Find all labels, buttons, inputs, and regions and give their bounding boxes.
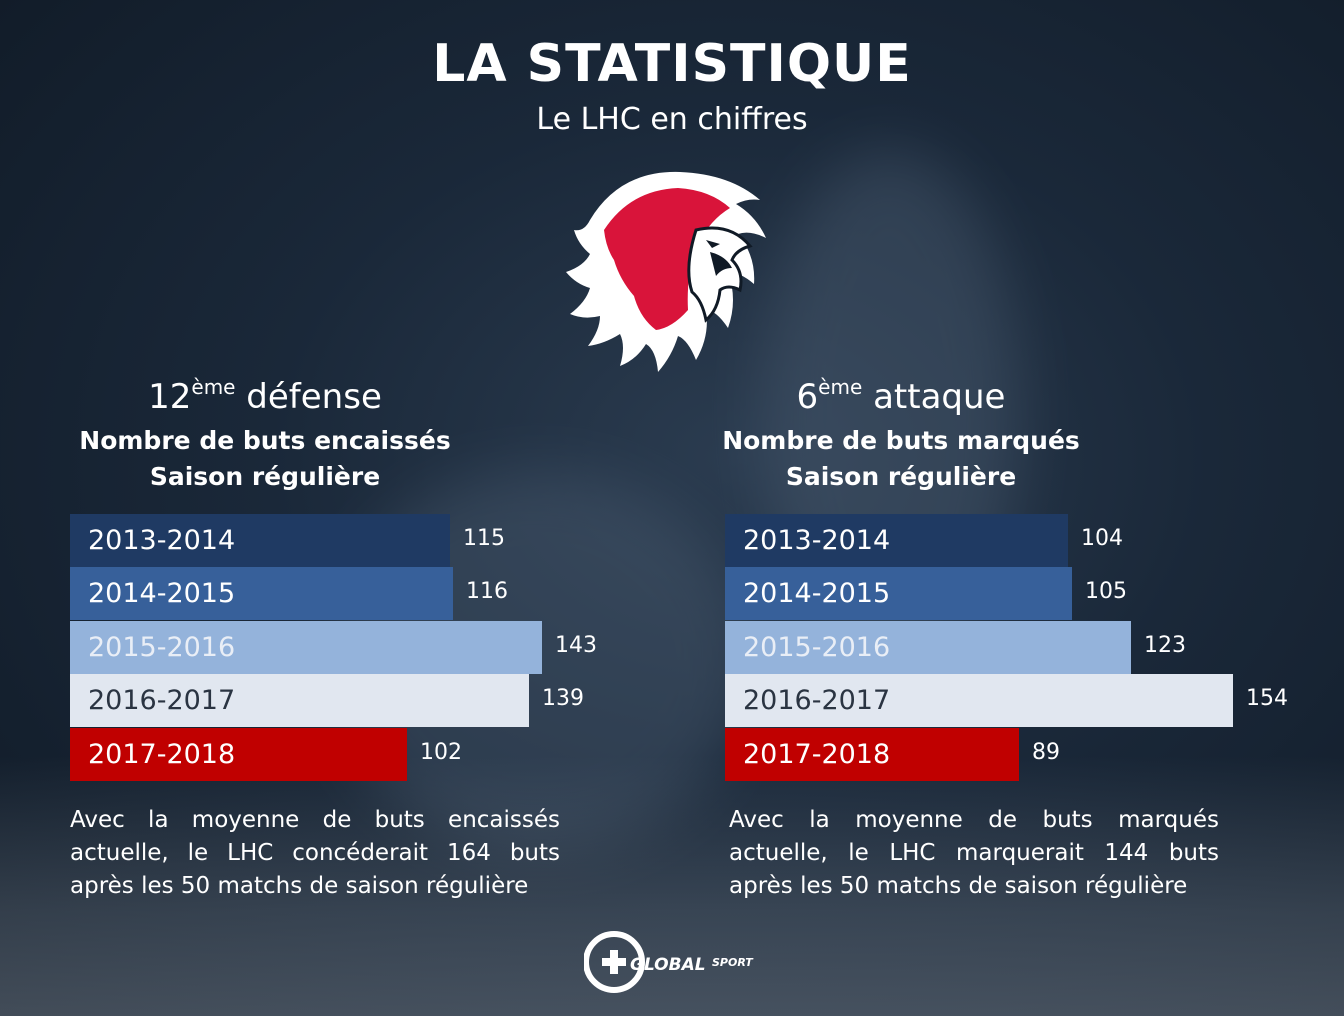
global-sport-logo: GLOBAL SPORT	[584, 931, 754, 993]
bar-value: 154	[1246, 686, 1288, 711]
defense-note: Avec la moyenne de buts encaissés actuel…	[70, 807, 560, 899]
bar-value: 89	[1032, 740, 1060, 765]
bar-2013-2014: 2013-2014	[725, 514, 1068, 567]
ice-surface	[0, 756, 1344, 1016]
brand-name-rest: SPORT	[712, 956, 754, 969]
bar-value: 143	[555, 633, 597, 658]
bar-label: 2017-2018	[743, 739, 891, 770]
defense-panel: 12ème défense Nombre de buts encaissés S…	[70, 375, 460, 495]
defense-subtitle-line1: Nombre de buts encaissés	[79, 426, 451, 455]
bar-value: 115	[463, 526, 505, 551]
bar-value: 105	[1085, 579, 1127, 604]
attack-subtitle-line2: Saison régulière	[785, 462, 1017, 491]
bar-value: 123	[1144, 633, 1186, 658]
bar-2017-2018: 2017-2018	[725, 728, 1019, 781]
attack-rank: 6	[796, 377, 819, 417]
bar-2016-2017: 2016-2017	[725, 674, 1233, 727]
bar-label: 2013-2014	[88, 525, 236, 556]
defense-subtitle: Nombre de buts encaissés Saison régulièr…	[70, 423, 460, 495]
bar-label: 2016-2017	[743, 685, 891, 716]
defense-rank-suffix: ème	[191, 375, 236, 399]
bar-2017-2018: 2017-2018	[70, 728, 407, 781]
defense-rank: 12	[148, 377, 192, 417]
bar-label: 2014-2015	[88, 578, 236, 609]
bar-label: 2017-2018	[88, 739, 236, 770]
bar-2013-2014: 2013-2014	[70, 514, 450, 567]
bar-value: 102	[420, 740, 462, 765]
bar-2014-2015: 2014-2015	[70, 567, 453, 620]
page-subtitle: Le LHC en chiffres	[536, 102, 808, 137]
bar-2016-2017: 2016-2017	[70, 674, 529, 727]
page-title: LA STATISTIQUE	[432, 34, 912, 94]
brand-name-bold: GLOBAL	[630, 955, 706, 975]
bar-value: 116	[466, 579, 508, 604]
bar-2014-2015: 2014-2015	[725, 567, 1072, 620]
attack-heading: 6ème attaque	[706, 375, 1096, 417]
bar-value: 139	[542, 686, 584, 711]
defense-heading: 12ème défense	[70, 375, 460, 417]
bar-2015-2016: 2015-2016	[70, 621, 542, 674]
bar-value: 104	[1081, 526, 1123, 551]
bar-label: 2015-2016	[743, 632, 891, 663]
bar-label: 2015-2016	[88, 632, 236, 663]
defense-subtitle-line2: Saison régulière	[149, 462, 381, 491]
attack-subtitle: Nombre de buts marqués Saison régulière	[706, 423, 1096, 495]
attack-heading-word: attaque	[873, 377, 1006, 417]
bar-2015-2016: 2015-2016	[725, 621, 1131, 674]
attack-subtitle-line1: Nombre de buts marqués	[722, 426, 1080, 455]
attack-rank-suffix: ème	[818, 375, 863, 399]
attack-note: Avec la moyenne de buts marqués actuelle…	[729, 807, 1219, 899]
bar-label: 2016-2017	[88, 685, 236, 716]
lion-logo	[566, 171, 766, 372]
defense-heading-word: défense	[246, 377, 382, 417]
bar-label: 2013-2014	[743, 525, 891, 556]
bar-label: 2014-2015	[743, 578, 891, 609]
attack-panel: 6ème attaque Nombre de buts marqués Sais…	[706, 375, 1096, 495]
